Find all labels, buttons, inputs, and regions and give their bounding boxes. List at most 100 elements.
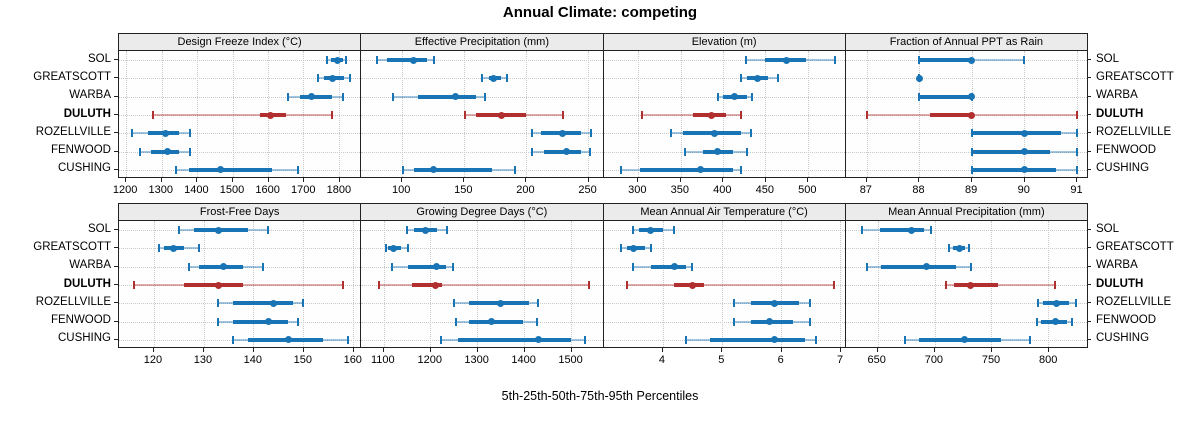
whisker-cap — [535, 317, 538, 326]
whisker-cap — [809, 317, 812, 326]
median-dot — [429, 166, 437, 174]
x-tick-label: 1700 — [291, 184, 316, 196]
y-tick — [1087, 247, 1091, 249]
whisker-cap — [588, 281, 591, 289]
gridline-v — [840, 221, 842, 347]
x-tick — [865, 178, 867, 182]
x-tick-label: 250 — [578, 184, 597, 196]
x-tick — [840, 348, 841, 352]
median-dot — [497, 299, 505, 307]
whisker-cap — [188, 129, 191, 138]
whisker-cap — [649, 244, 652, 253]
whisker-cap — [445, 226, 448, 235]
whisker-cap — [685, 335, 688, 344]
site-label-warba: WARBA — [69, 89, 111, 102]
whisker-cap — [1071, 317, 1074, 326]
whisker-range — [945, 284, 1056, 286]
median-dot — [968, 111, 976, 119]
panel-design-freeze-index-c — [118, 50, 362, 178]
median-dot — [765, 318, 773, 326]
site-label-sol: SOL — [87, 222, 111, 235]
x-tick-label: 120 — [143, 354, 163, 366]
x-tick — [918, 178, 920, 182]
whisker-cap — [452, 299, 455, 308]
x-tick — [267, 178, 269, 182]
x-tick — [152, 348, 154, 352]
median-dot — [422, 226, 430, 234]
whisker-cap — [296, 165, 299, 174]
gridline-h — [845, 230, 1087, 232]
median-dot — [267, 111, 275, 119]
gridline-h — [603, 303, 845, 305]
y-tick — [114, 132, 118, 134]
gridline-v — [721, 221, 723, 347]
gridline-v — [402, 51, 404, 177]
site-label-duluth: DULUTH — [63, 277, 111, 290]
site-label-fenwood: FENWOOD — [50, 144, 111, 157]
gridline-h — [361, 248, 603, 250]
y-tick — [1087, 95, 1091, 97]
median-dot — [647, 226, 655, 234]
whisker-iqr — [468, 319, 524, 324]
x-tick-label: 100 — [392, 184, 411, 196]
y-tick — [114, 114, 118, 115]
gridline-h — [361, 60, 603, 62]
whisker-cap — [1074, 299, 1077, 308]
site-label-rozellville: ROZELLVILLE — [1096, 295, 1172, 308]
panel-strip-growing-degree-days-c: Growing Degree Days (°C) — [360, 203, 604, 220]
gridline-h — [845, 321, 1087, 323]
gridline-v — [523, 221, 525, 347]
whisker-cap — [345, 56, 348, 65]
gridline-v — [303, 221, 305, 347]
y-tick — [114, 302, 118, 304]
x-tick-label: 1500 — [219, 184, 245, 196]
gridline-v — [587, 51, 589, 177]
whisker-cap — [1075, 165, 1078, 174]
y-tick — [114, 168, 118, 170]
gridline-v — [1024, 51, 1026, 177]
y-tick — [1087, 338, 1091, 340]
y-tick — [114, 338, 118, 340]
whisker-cap — [376, 56, 379, 65]
site-label-greatscott: GREATSCOTT — [1096, 240, 1174, 253]
whisker-range — [641, 114, 741, 116]
x-tick — [1023, 178, 1025, 182]
gridline-v — [338, 51, 340, 177]
whisker-cap — [385, 244, 388, 253]
x-tick — [876, 348, 878, 352]
whisker-cap — [640, 111, 643, 119]
whisker-iqr — [919, 58, 972, 63]
whisker-cap — [732, 299, 735, 308]
median-dot — [497, 111, 505, 119]
whisker-cap — [378, 281, 381, 289]
median-dot — [754, 74, 762, 82]
site-label-warba: WARBA — [1096, 259, 1138, 272]
x-tick — [352, 348, 354, 352]
gridline-v — [232, 51, 234, 177]
x-tick-label: 1400 — [511, 354, 536, 366]
median-dot — [714, 148, 722, 156]
gridline-v — [352, 221, 354, 347]
whisker-cap — [197, 244, 200, 253]
whisker-cap — [232, 335, 235, 344]
whisker-cap — [751, 92, 754, 101]
gridline-h — [361, 285, 603, 286]
gridline-v — [662, 221, 664, 347]
median-dot — [451, 93, 459, 101]
site-label-duluth: DULUTH — [1096, 107, 1144, 120]
x-tick-label: 5 — [718, 354, 725, 366]
whisker-iqr — [881, 264, 957, 269]
median-dot — [170, 244, 178, 252]
median-dot — [1020, 129, 1028, 137]
median-dot — [307, 93, 315, 101]
gridline-h — [361, 266, 603, 268]
x-tick-label: 1300 — [148, 184, 173, 196]
whisker-cap — [589, 147, 592, 156]
x-tick-label: 1400 — [184, 184, 209, 196]
whisker-cap — [325, 56, 328, 65]
x-tick-label: 1200 — [112, 184, 138, 196]
whisker-iqr — [408, 264, 447, 269]
median-dot — [409, 56, 417, 64]
gridline-h — [119, 151, 361, 153]
x-tick-label: 87 — [859, 184, 872, 196]
